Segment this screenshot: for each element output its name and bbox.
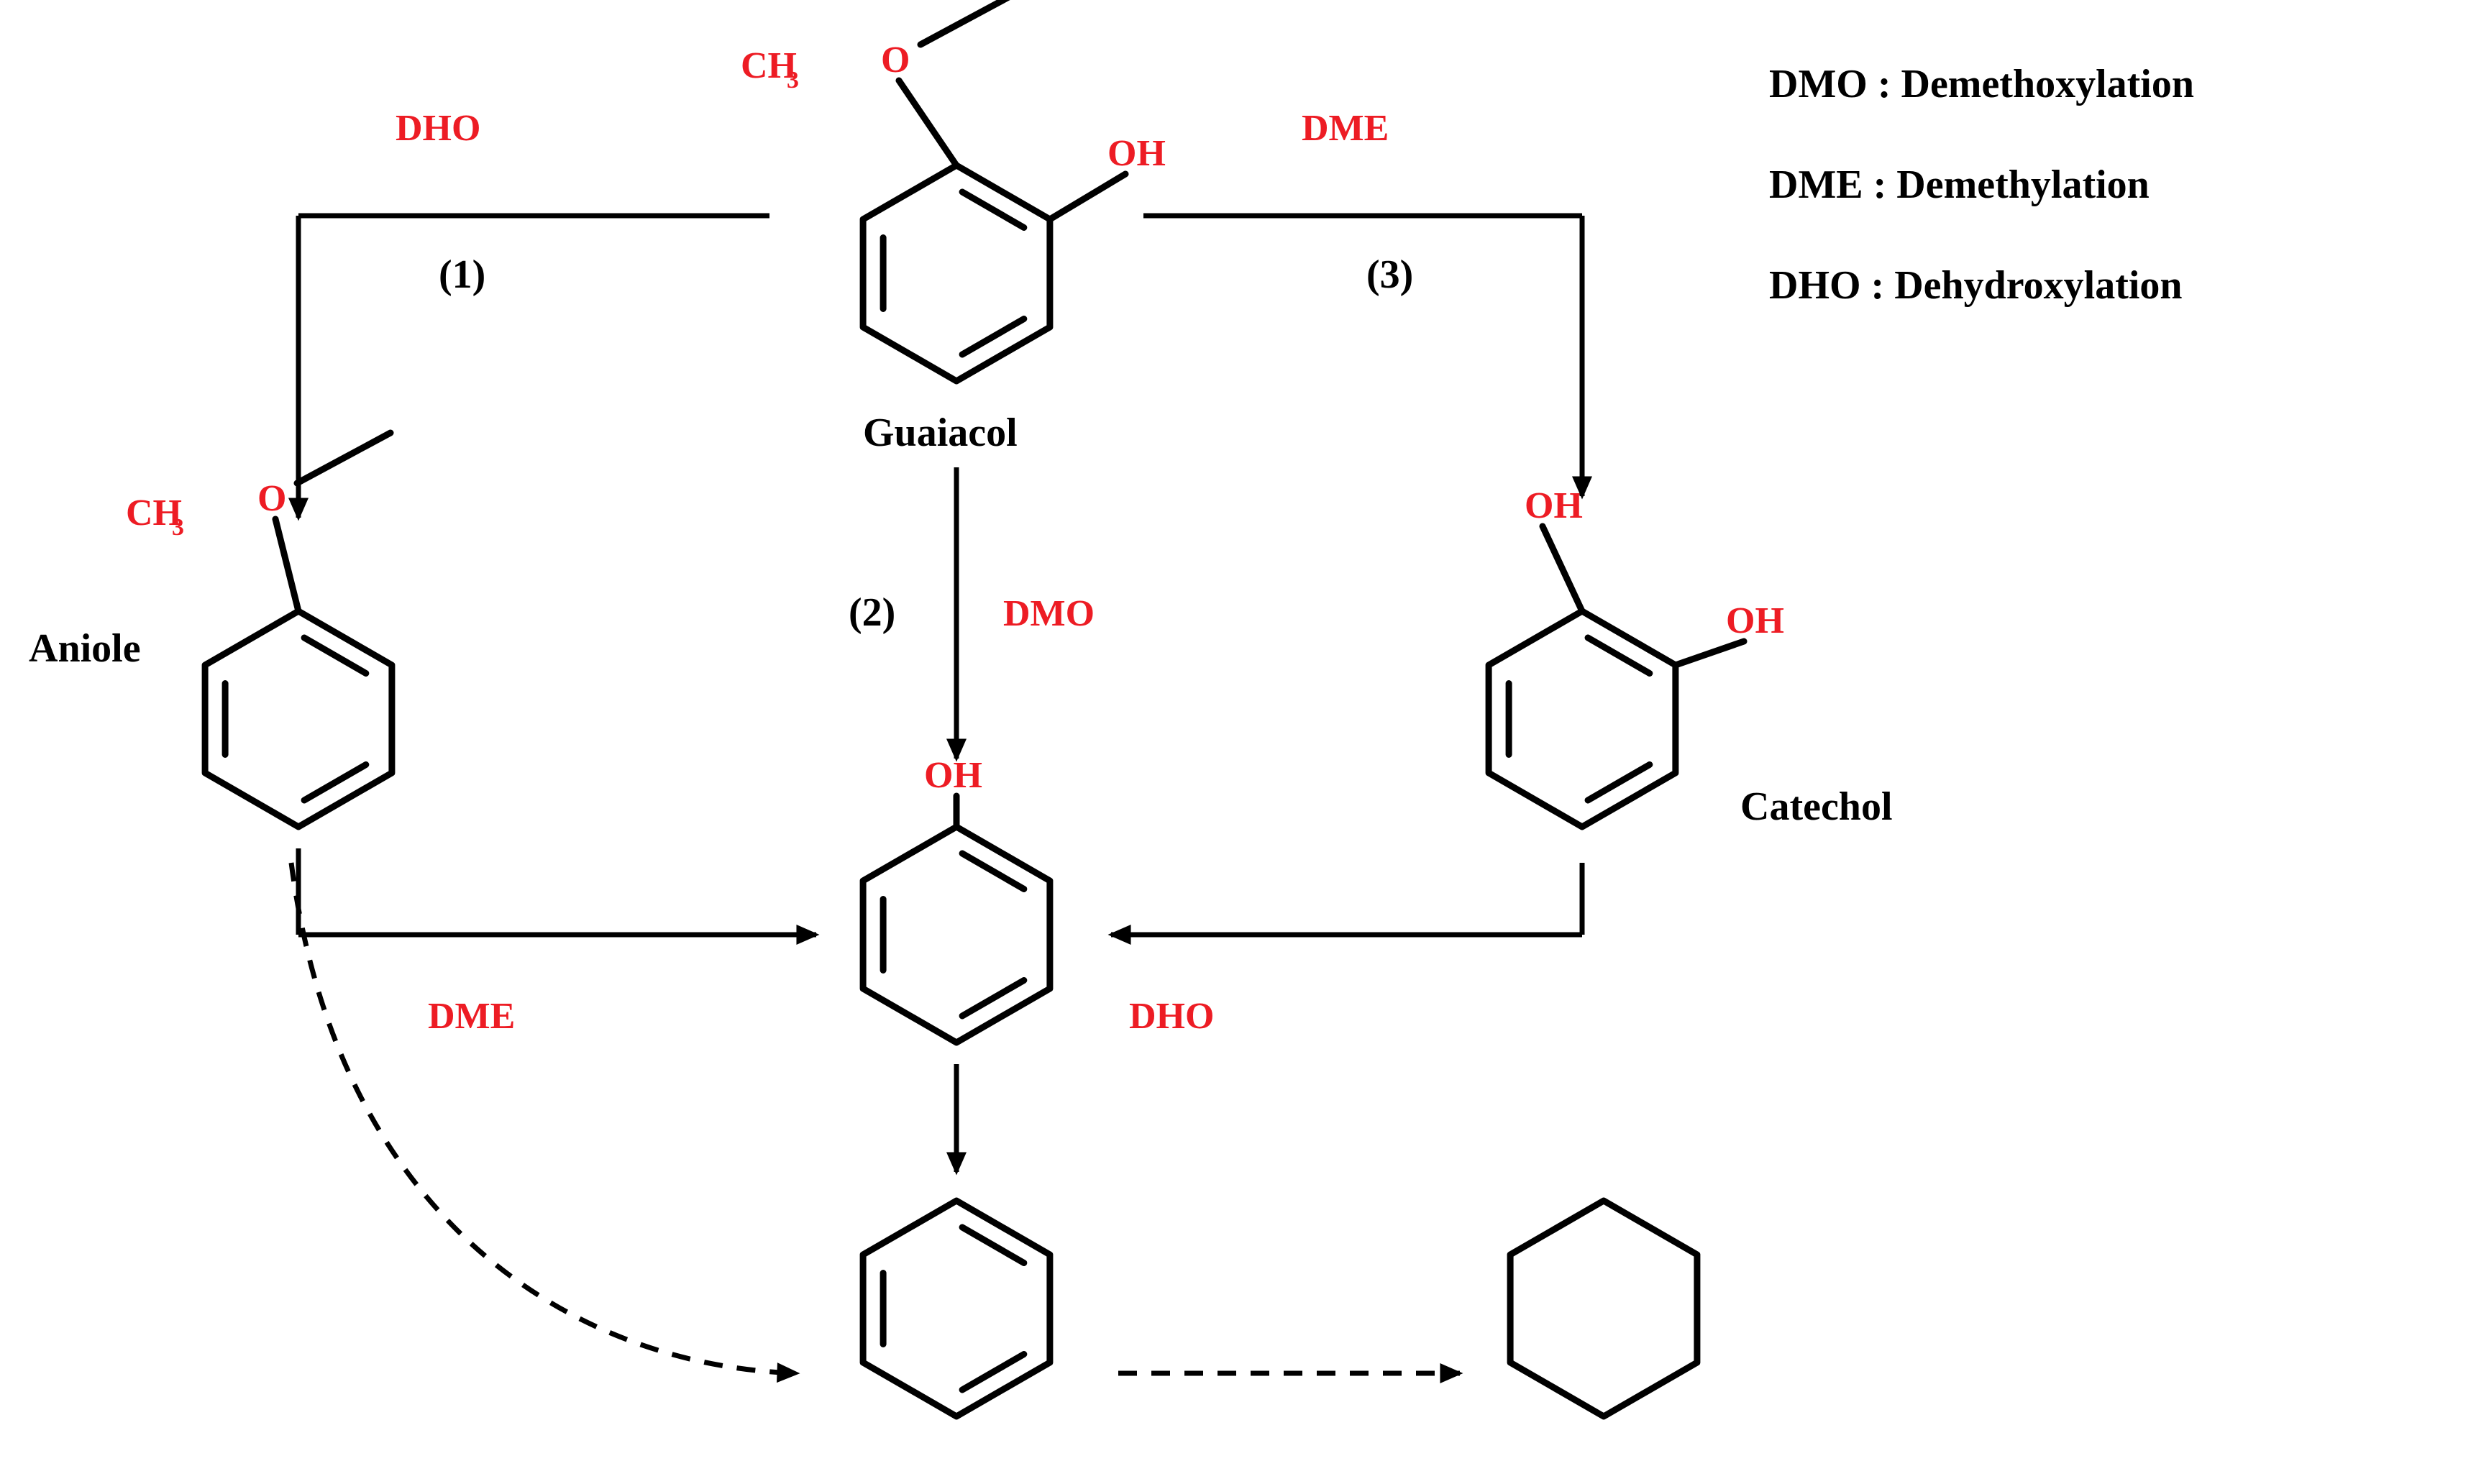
- o-label: O: [257, 478, 286, 519]
- oh-label: OH: [1107, 133, 1166, 174]
- oh-label: OH: [1726, 600, 1784, 641]
- rxn-catechol_to_phenol: DHO: [1129, 996, 1214, 1037]
- legend-row-1: DME : Demethylation: [1769, 162, 2150, 207]
- rxn-g_to_anisole: DHO: [396, 108, 480, 149]
- step-g_to_phenol: (2): [849, 590, 895, 635]
- arrow: [291, 863, 797, 1373]
- mol-phenol: [863, 796, 1050, 1043]
- guaiacol-name: Guaiacol: [863, 411, 1018, 455]
- catechol-name: Catechol: [1740, 784, 1893, 829]
- legend-row-2: DHO : Dehydroxylation: [1769, 263, 2183, 308]
- mol-cyclohexane: [1510, 1201, 1697, 1416]
- step-g_to_catechol: (3): [1366, 252, 1413, 297]
- rxn-anisole_to_phenol: DME: [428, 996, 515, 1037]
- oh-label: OH: [924, 755, 982, 796]
- diagram-svg: OCH3OHGuaiacolOCH3AnioleOHOHCatecholOH(1…: [0, 0, 2476, 1484]
- step-g_to_anisole: (1): [439, 252, 485, 297]
- diagram-root: OCH3OHGuaiacolOCH3AnioleOHOHCatecholOH(1…: [0, 0, 2476, 1484]
- mol-catechol: [1489, 526, 1744, 827]
- o-label: O: [881, 40, 910, 81]
- ch3-sub: 3: [787, 67, 799, 93]
- oh-label: OH: [1525, 485, 1583, 526]
- anisole-name: Aniole: [29, 626, 141, 671]
- rxn-g_to_phenol: DMO: [1003, 593, 1095, 634]
- mol-benzene: [863, 1201, 1050, 1416]
- rxn-g_to_catechol: DME: [1302, 108, 1389, 149]
- ch3-sub: 3: [172, 514, 184, 541]
- legend-row-0: DMO : Demethoxylation: [1769, 62, 2194, 106]
